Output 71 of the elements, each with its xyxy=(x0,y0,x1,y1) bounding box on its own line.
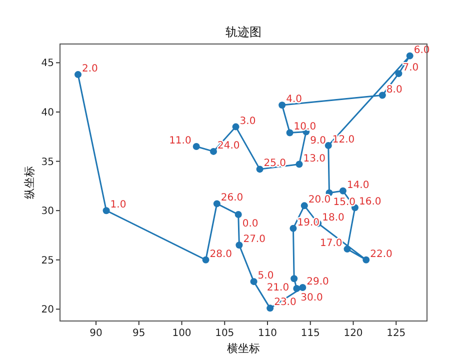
annotation: 3.0 xyxy=(240,116,256,127)
point xyxy=(339,187,346,194)
x-tick-label: 125 xyxy=(386,328,406,339)
point xyxy=(250,278,258,286)
annotation: 24.0 xyxy=(217,140,240,152)
point xyxy=(278,102,286,109)
annotation: 22.0 xyxy=(370,248,392,260)
point xyxy=(300,202,308,210)
annotation: 17.0 xyxy=(320,238,342,250)
y-tick-label: 35 xyxy=(41,156,54,168)
x-tick-label: 100 xyxy=(172,328,192,339)
annotation: 30.0 xyxy=(300,292,323,304)
point xyxy=(406,52,414,60)
annotation: 25.0 xyxy=(264,158,286,170)
y-tick-label: 25 xyxy=(41,255,54,266)
annotation: 14.0 xyxy=(346,180,370,191)
chart-title: 轨迹图 xyxy=(226,25,262,39)
annotation: 26.0 xyxy=(220,192,244,204)
annotation: 29.0 xyxy=(306,276,329,288)
point xyxy=(210,148,217,155)
annotation: 9.0 xyxy=(310,136,326,147)
point xyxy=(232,123,240,130)
x-tick-label: 110 xyxy=(258,328,278,339)
point xyxy=(378,92,386,99)
point xyxy=(236,242,243,249)
annotation: 10.0 xyxy=(294,122,316,133)
x-axis-title: 横坐标 xyxy=(227,342,260,355)
point xyxy=(213,200,220,208)
annotation: 16.0 xyxy=(358,196,382,208)
point xyxy=(299,284,306,291)
point xyxy=(202,256,210,264)
point xyxy=(395,70,402,78)
annotation: 8.0 xyxy=(386,84,402,96)
y-tick-label: 40 xyxy=(41,108,54,119)
annotation: 12.0 xyxy=(332,134,355,146)
annotation: 28.0 xyxy=(210,248,232,260)
annotation: 5.0 xyxy=(258,270,274,282)
point xyxy=(192,143,200,150)
annotation: 20.0 xyxy=(308,194,331,206)
annotation: 0.0 xyxy=(242,218,258,230)
annotation: 7.0 xyxy=(402,62,419,74)
point xyxy=(324,142,332,150)
annotation: 4.0 xyxy=(286,94,302,106)
annotation: 18.0 xyxy=(322,212,344,224)
point xyxy=(296,160,303,168)
point xyxy=(344,246,351,253)
point xyxy=(286,129,294,136)
annotation: 21.0 xyxy=(266,282,290,294)
y-tick-label: 20 xyxy=(41,304,54,316)
annotation: 2.0 xyxy=(82,64,98,75)
point xyxy=(234,211,242,218)
point xyxy=(74,71,82,78)
y-axis-title: 纵坐标 xyxy=(23,166,36,199)
point xyxy=(290,275,298,282)
x-tick-label: 90 xyxy=(90,328,102,339)
y-tick-label: 30 xyxy=(41,206,54,218)
point xyxy=(293,284,300,292)
annotation: 13.0 xyxy=(303,153,326,164)
x-tick-label: 120 xyxy=(344,328,363,339)
point xyxy=(102,207,110,214)
point xyxy=(256,166,264,173)
annotation: 11.0 xyxy=(169,136,192,147)
point xyxy=(362,256,370,264)
annotation: 1.0 xyxy=(110,200,126,211)
x-tick-label: 95 xyxy=(132,328,146,339)
annotation: 27.0 xyxy=(243,234,266,246)
x-tick-label: 105 xyxy=(215,328,234,339)
x-tick-label: 115 xyxy=(300,328,320,339)
point xyxy=(290,224,297,232)
point xyxy=(266,304,274,312)
y-tick-label: 45 xyxy=(41,58,54,70)
